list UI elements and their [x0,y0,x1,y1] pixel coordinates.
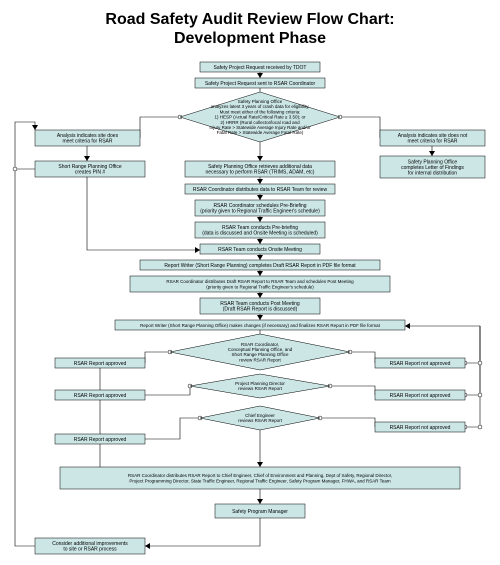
svg-text:meet criteria for RSAR: meet criteria for RSAR [407,139,457,145]
node-n15: Consider additional improvementsto site … [35,538,145,554]
flowchart: Safety Project Request received by TDOT S… [0,52,500,565]
node-n12: Report Writer (Short Range Planning Offi… [115,320,405,330]
svg-text:RSAR Report not approved: RSAR Report not approved [390,393,451,399]
node-n9: Report Writer (Short Range Planning) com… [140,260,380,270]
node-n2: Safety Project Request sent to RSAR Coor… [195,78,325,88]
svg-text:RSAR Report approved: RSAR Report approved [74,361,127,367]
svg-text:(Draft RSAR Report is discusse: (Draft RSAR Report is discussed) [223,307,298,313]
node-d3l: RSAR Report approved [55,390,145,400]
node-d3r: RSAR Report not approved [375,390,465,400]
node-d1: Safety Planning Officeanalyzes latest 3 … [180,92,340,142]
svg-text:necessary to perform RSAR (TRI: necessary to perform RSAR (TRIMS, ADAM, … [206,170,315,176]
node-n8: RSAR Team conducts Onsite Meeting [200,244,320,254]
node-n3a: Analysis indicates site doesmeet criteri… [35,130,140,146]
svg-text:RSAR Report not approved: RSAR Report not approved [390,361,451,367]
svg-text:Safety Program Manager: Safety Program Manager [232,509,288,515]
svg-text:reviews RSAR Report: reviews RSAR Report [238,387,283,392]
node-d4: Chief Engineerreviews RSAR Report [200,406,320,430]
svg-text:(data is discussed and Onsite: (data is discussed and Onsite Meeting is… [202,231,318,237]
svg-text:review RSAR Report: review RSAR Report [239,358,281,363]
svg-text:(priority given to Regional Tr: (priority given to Regional Traffic Engi… [206,285,314,290]
node-n7: RSAR Team conducts Pre-briefing(data is … [195,222,325,238]
node-n5: RSAR Coordinator distributes data to RSA… [185,184,335,194]
node-n4b: Safety Planning Office retrieves additio… [185,161,335,177]
node-n10: RSAR Coordinator distributes Draft RSAR … [130,276,390,292]
svg-text:creates PIN #: creates PIN # [75,170,106,176]
svg-text:Project Programming Director,: Project Programming Director, State Traf… [129,479,390,484]
node-d2l: RSAR Report approved [55,358,145,368]
node-d4r: RSAR Report not approved [375,422,465,432]
node-d4l: RSAR Report approved [55,434,145,444]
svg-text:(priority given to Regional Tr: (priority given to Regional Traffic Engi… [200,209,320,215]
node-d3: Project Planning Directorreviews RSAR Re… [190,374,330,398]
node-n13: RSAR Coordinator distributes RSAR Report… [60,467,460,489]
node-n3b: Analysis indicates site does notmeet cri… [380,130,485,146]
svg-text:RSAR Report approved: RSAR Report approved [74,393,127,399]
node-n11: RSAR Team conducts Post Meeting(Draft RS… [200,298,320,314]
node-n4a: Short Range Planning Officecreates PIN # [35,161,145,177]
svg-text:to site or RSAR process: to site or RSAR process [63,547,117,553]
svg-text:RSAR Team conducts Onsite Meet: RSAR Team conducts Onsite Meeting [218,247,302,253]
svg-text:meet criteria for RSAR: meet criteria for RSAR [62,139,112,145]
svg-text:RSAR Coordinator distributes R: RSAR Coordinator distributes RSAR Report… [128,473,392,478]
svg-text:Fatal Rate > Statewide Average: Fatal Rate > Statewide Average Fatal Rat… [217,131,304,136]
svg-text:reviews RSAR Report: reviews RSAR Report [238,419,283,424]
svg-text:RSAR Report approved: RSAR Report approved [74,437,127,443]
node-n1: Safety Project Request received by TDOT [200,62,320,72]
node-n4c: Safety Planning Officecompletes Letter o… [380,156,485,178]
svg-text:RSAR Report not approved: RSAR Report not approved [390,425,451,431]
svg-text:RSAR Coordinator distributes D: RSAR Coordinator distributes Draft RSAR … [166,279,354,284]
node-n14: Safety Program Manager [215,504,305,518]
svg-text:for internal distribution: for internal distribution [408,171,457,177]
page-title: Road Safety Audit Review Flow Chart:Deve… [0,10,500,48]
svg-text:Report Writer (Short Range Pla: Report Writer (Short Range Planning) com… [164,263,356,269]
node-d2r: RSAR Report not approved [375,358,465,368]
svg-text:Safety Project Request receive: Safety Project Request received by TDOT [213,65,306,71]
svg-text:Safety Project Request sent to: Safety Project Request sent to RSAR Coor… [205,81,316,87]
node-d2: RSAR Coordinator,Conceptual Planning Off… [170,334,350,370]
svg-text:RSAR Coordinator distributes d: RSAR Coordinator distributes data to RSA… [193,187,328,193]
svg-text:Report Writer (Short Range Pla: Report Writer (Short Range Planning Offi… [140,323,380,328]
node-n6: RSAR Coordinator schedules Pre-Briefing(… [195,200,325,216]
